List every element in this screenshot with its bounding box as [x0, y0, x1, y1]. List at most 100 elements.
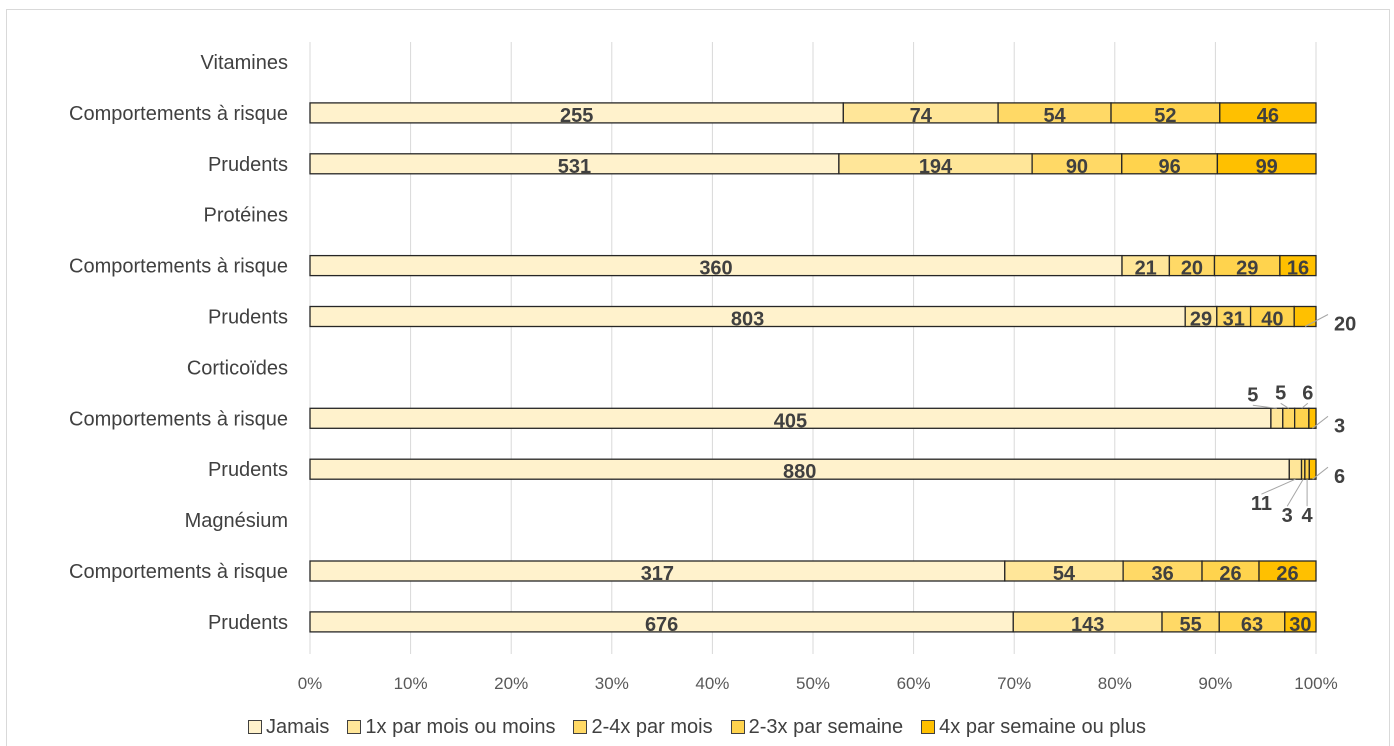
data-label: 29	[1190, 309, 1212, 331]
label-leader-line	[1301, 402, 1309, 409]
data-label: 20	[1181, 258, 1203, 280]
category-label: Prudents	[208, 154, 288, 176]
data-label: 36	[1151, 563, 1173, 585]
legend-item: 4x par semaine ou plus	[921, 716, 1146, 739]
data-label: 20	[1334, 314, 1356, 336]
legend-label: 2-3x par semaine	[748, 715, 904, 738]
data-label: 880	[783, 461, 816, 483]
label-leader-line	[1252, 404, 1277, 409]
x-tick-label: 100%	[1294, 674, 1337, 693]
data-label: 6	[1334, 466, 1345, 488]
legend-swatch	[573, 720, 588, 734]
data-label: 16	[1287, 258, 1309, 280]
data-label: 55	[1180, 614, 1202, 636]
x-tick-label: 70%	[997, 674, 1031, 693]
data-label: 63	[1241, 614, 1263, 636]
data-label: 30	[1289, 614, 1311, 636]
category-label: Comportements à risque	[69, 103, 288, 125]
bar-segment	[1270, 407, 1284, 429]
x-tick-label: 40%	[695, 674, 729, 693]
category-label: Magnésium	[185, 510, 288, 532]
legend-item: Jamais	[248, 716, 329, 739]
legend-item: 2-3x par semaine	[730, 715, 904, 739]
data-label: 54	[1053, 563, 1076, 585]
bar-segment	[1258, 560, 1317, 582]
legend-swatch	[248, 720, 263, 734]
category-label: Comportements à risque	[69, 408, 288, 430]
category-labels: Vitamines Comportements à risque Prudents P…	[69, 52, 288, 634]
data-label: 194	[919, 156, 953, 178]
data-label: 5	[1247, 384, 1258, 406]
x-tick-label: 80%	[1098, 674, 1132, 693]
data-label: 90	[1066, 156, 1088, 178]
category-label: Prudents	[208, 612, 288, 634]
data-label: 3	[1282, 505, 1293, 527]
category-label: Protéines	[204, 205, 289, 227]
label-leader-line	[1286, 478, 1304, 507]
data-label: 26	[1219, 563, 1241, 585]
label-leader-line	[1280, 402, 1289, 409]
legend-label: 4x par semaine ou plus	[939, 715, 1146, 738]
category-label: Prudents	[208, 307, 288, 329]
x-tick-label: 90%	[1198, 674, 1232, 693]
data-label: 405	[774, 410, 807, 432]
category-label: Comportements à risque	[69, 561, 288, 583]
data-label: 26	[1276, 563, 1298, 585]
x-tick-label: 10%	[394, 674, 428, 693]
data-label: 803	[731, 309, 764, 331]
x-tick-label: 0%	[298, 674, 323, 693]
bar-segment	[1284, 611, 1317, 633]
bars	[309, 102, 1317, 633]
data-label: 21	[1135, 258, 1157, 280]
category-label: Corticoïdes	[187, 357, 288, 379]
label-leader-line	[1304, 314, 1329, 327]
legend-swatch	[347, 720, 362, 734]
data-label: 99	[1256, 156, 1278, 178]
label-leader-line	[1312, 415, 1329, 429]
label-leader-line	[1261, 478, 1296, 495]
data-label: 531	[558, 156, 591, 178]
data-label: 3	[1334, 415, 1345, 437]
data-label: 4	[1302, 505, 1314, 527]
category-label: Prudents	[208, 459, 288, 481]
x-tick-label: 30%	[595, 674, 629, 693]
data-label: 29	[1236, 258, 1258, 280]
data-label: 255	[560, 105, 593, 127]
bar-segment	[1293, 305, 1317, 328]
bar-segment	[1219, 102, 1317, 124]
legend-label: Jamais	[266, 715, 330, 738]
data-label: 54	[1043, 105, 1066, 127]
legend-item: 1x par mois ou moins	[347, 716, 555, 739]
bar-segment	[1216, 153, 1317, 175]
data-label: 96	[1158, 156, 1180, 178]
label-leader-line	[1312, 466, 1329, 480]
data-label: 317	[641, 563, 674, 585]
category-label: Vitamines	[201, 52, 288, 74]
bar-segment	[1288, 458, 1303, 480]
data-label: 74	[910, 105, 933, 127]
data-label: 5	[1275, 382, 1286, 404]
bar-segment	[1304, 458, 1310, 480]
legend-label: 2-4x par mois	[591, 715, 713, 738]
bar-segment	[1282, 407, 1296, 429]
x-tick-label: 60%	[897, 674, 931, 693]
data-label: 40	[1261, 309, 1283, 331]
legend: Jamais 1x par mois ou moins 2-4x par mois 2…	[0, 708, 1394, 746]
data-label: 143	[1071, 614, 1104, 636]
category-label: Comportements à risque	[69, 256, 288, 278]
legend-item: 2-4x par mois	[573, 715, 713, 739]
x-tick-label: 20%	[494, 674, 528, 693]
legend-label: 1x par mois ou moins	[365, 715, 556, 738]
x-tick-labels: 0% 10% 20% 30% 40% 50% 60% 70% 80% 90% 100%	[298, 674, 1338, 693]
data-label: 11	[1251, 493, 1272, 515]
data-label: 31	[1223, 309, 1245, 331]
x-tick-label: 50%	[796, 674, 830, 693]
data-label: 46	[1257, 105, 1279, 127]
data-label: 360	[699, 258, 732, 280]
bar-segment	[1308, 407, 1317, 429]
gridlines	[309, 42, 1317, 654]
data-label: 52	[1154, 105, 1176, 127]
bar-segment	[1293, 407, 1310, 429]
